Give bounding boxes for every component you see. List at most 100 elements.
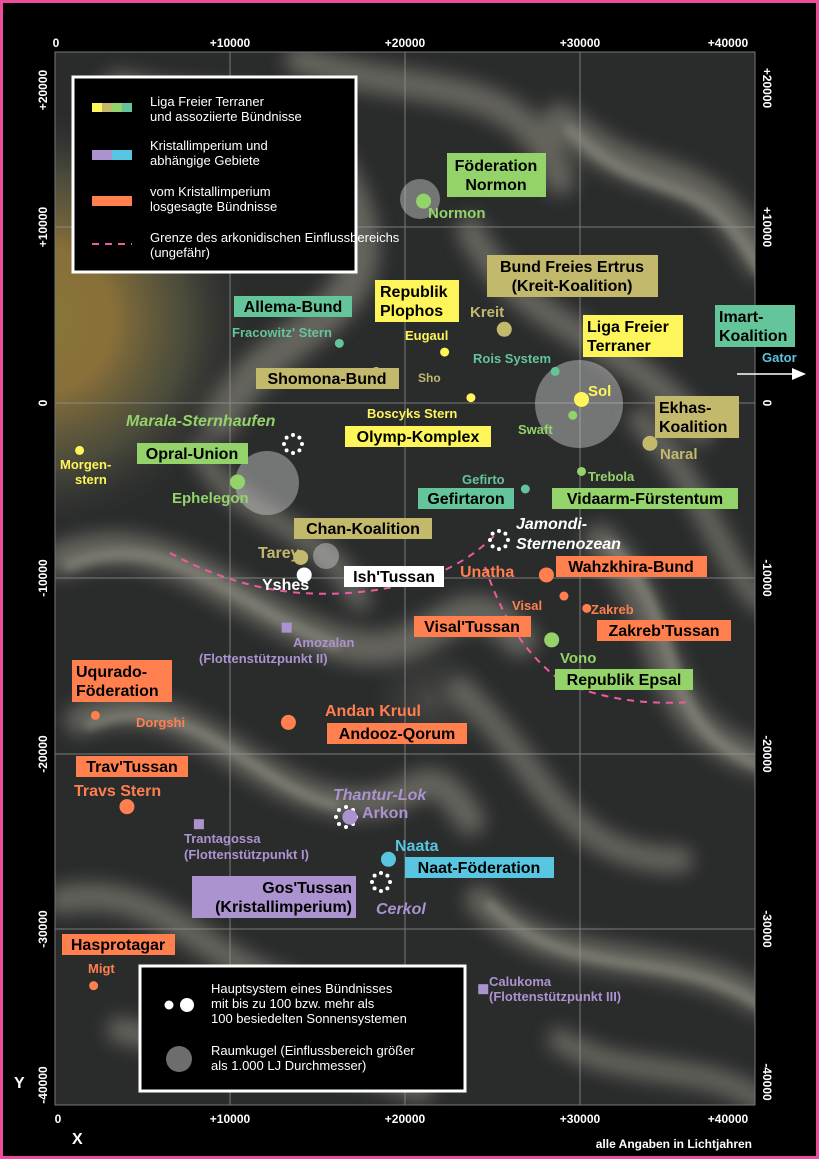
system-marker-yshes bbox=[296, 567, 312, 583]
y-tick-left: -30000 bbox=[36, 910, 50, 948]
x-tick-top: +20000 bbox=[385, 36, 426, 50]
label-migt: Migt bbox=[88, 961, 115, 976]
label-calukoma-1: Calukoma bbox=[489, 974, 552, 989]
label-andan: Andan Kruul bbox=[325, 703, 421, 720]
cluster-marala bbox=[282, 433, 304, 455]
system-marker-normon bbox=[416, 193, 432, 209]
label-kreit: Kreit bbox=[470, 304, 504, 321]
svg-text:Visal'Tussan: Visal'Tussan bbox=[424, 619, 520, 636]
legend-large-dot bbox=[180, 998, 194, 1012]
system-marker-gefirto bbox=[520, 484, 530, 494]
box-bund-freies-ertrus: Bund Freies Ertrus (Kreit-Koalition) bbox=[487, 255, 658, 297]
system-marker-kreit bbox=[496, 321, 512, 337]
box-uqurado-foederation: Uqurado- Föderation bbox=[72, 660, 172, 702]
system-labels: Normon Kreit Fracowitz' Stern Eugaul Roi… bbox=[60, 205, 797, 1004]
cluster-cerkol bbox=[370, 871, 392, 893]
label-tarey: Tarey bbox=[258, 545, 300, 562]
svg-text:Föderation: Föderation bbox=[455, 158, 538, 175]
system-marker-arkon bbox=[342, 809, 358, 825]
system-marker-morgenstern bbox=[75, 445, 85, 455]
label-swaft: Swaft bbox=[518, 422, 553, 437]
x-axis-label: X bbox=[72, 1131, 83, 1148]
units-note: alle Angaben in Lichtjahren bbox=[596, 1137, 752, 1151]
x-tick-bottom: +10000 bbox=[210, 1112, 251, 1126]
box-hasprotagar: Hasprotagar bbox=[62, 934, 175, 955]
label-cerkol: Cerkol bbox=[376, 901, 426, 918]
legend-symbols: Hauptsystem eines Bündnisses mit bis zu 1… bbox=[138, 964, 467, 1093]
y-tick-left: +20000 bbox=[36, 69, 50, 110]
cluster-jamondi bbox=[488, 529, 510, 551]
label-amozalan-1: Amozalan bbox=[293, 635, 354, 650]
svg-text:Vidaarm-Fürstentum: Vidaarm-Fürstentum bbox=[567, 491, 723, 508]
system-marker-boscyks-stern bbox=[466, 393, 476, 403]
label-thantur: Thantur-Lok bbox=[333, 787, 427, 804]
system-marker-swaft bbox=[568, 410, 578, 420]
legend-liga-swatch bbox=[92, 103, 132, 112]
label-gator: Gator bbox=[762, 350, 797, 365]
label-eugaul: Eugaul bbox=[405, 328, 448, 343]
svg-text:Olymp-Komplex: Olymp-Komplex bbox=[357, 429, 480, 446]
label-travs: Travs Stern bbox=[74, 783, 161, 800]
y-tick-left: -40000 bbox=[36, 1066, 50, 1104]
svg-text:Ekhas-: Ekhas- bbox=[659, 400, 711, 417]
x-tick-top: +40000 bbox=[708, 36, 749, 50]
sphere-tarey bbox=[313, 543, 339, 569]
system-marker-andan-kruul bbox=[280, 714, 296, 730]
box-imart-koalition: Imart- Koalition bbox=[715, 305, 795, 347]
svg-text:Gefirtaron: Gefirtaron bbox=[427, 491, 504, 508]
label-sho: Sho bbox=[418, 371, 441, 385]
svg-text:Normon: Normon bbox=[465, 177, 526, 194]
y-tick-right: -40000 bbox=[760, 1063, 774, 1101]
svg-text:Trav'Tussan: Trav'Tussan bbox=[86, 759, 178, 776]
box-opral-union: Opral-Union bbox=[137, 443, 248, 464]
svg-text:Uqurado-: Uqurado- bbox=[76, 664, 147, 681]
svg-text:Koalition: Koalition bbox=[659, 419, 727, 436]
svg-text:(Kristallimperium): (Kristallimperium) bbox=[215, 899, 352, 916]
svg-text:Allema-Bund: Allema-Bund bbox=[244, 299, 343, 316]
legend-haupt-text: Hauptsystem eines Bündnisses mit bis zu 1… bbox=[211, 981, 407, 1026]
box-vidaarm-fuerstentum: Vidaarm-Fürstentum bbox=[552, 488, 738, 509]
legend-losgesagt-text: vom Kristallimperium losgesagte Bündnisse bbox=[150, 184, 277, 214]
label-dorgshi: Dorgshi bbox=[136, 715, 185, 730]
label-unatha: Unatha bbox=[460, 564, 514, 581]
svg-text:Andooz-Qorum: Andooz-Qorum bbox=[339, 726, 455, 743]
legend-raum-text: Raumkugel (Einflussbereich größer als 1.0… bbox=[211, 1043, 415, 1073]
svg-text:Naat-Föderation: Naat-Föderation bbox=[418, 860, 541, 877]
label-trantagossa-1: Trantagossa bbox=[184, 831, 261, 846]
x-tick-top: 0 bbox=[53, 36, 60, 50]
svg-text:Republik Epsal: Republik Epsal bbox=[567, 672, 682, 689]
label-normon: Normon bbox=[428, 205, 486, 222]
x-tick-top: +30000 bbox=[560, 36, 601, 50]
label-vono: Vono bbox=[560, 650, 596, 667]
system-marker-dorgshi bbox=[90, 710, 100, 720]
legend-kristall-text: Kristallimperium und abhängige Gebiete bbox=[150, 138, 268, 168]
system-marker-eugaul bbox=[440, 347, 450, 357]
box-shomona-bund: Shomona-Bund bbox=[256, 368, 399, 389]
y-tick-left: -10000 bbox=[36, 559, 50, 597]
legend-losgesagt-swatch bbox=[92, 196, 132, 206]
label-morgenstern-2: stern bbox=[75, 472, 107, 487]
svg-text:Hasprotagar: Hasprotagar bbox=[71, 937, 165, 954]
label-arkon: Arkon bbox=[362, 805, 408, 822]
system-marker-amozalan bbox=[281, 622, 292, 633]
box-gefirtaron: Gefirtaron bbox=[418, 488, 514, 509]
label-jamondi-1: Jamondi- bbox=[516, 516, 587, 533]
svg-text:Bund Freies Ertrus: Bund Freies Ertrus bbox=[500, 259, 644, 276]
label-rois: Rois System bbox=[473, 351, 551, 366]
box-allema-bund: Allema-Bund bbox=[234, 296, 352, 317]
box-foederation-normon: Föderation Normon bbox=[447, 153, 546, 197]
svg-text:Liga Freier: Liga Freier bbox=[587, 319, 669, 336]
box-wahzkhira-bund: Wahzkhira-Bund bbox=[556, 556, 707, 577]
x-tick-bottom: +20000 bbox=[385, 1112, 426, 1126]
y-tick-right: +20000 bbox=[760, 68, 774, 109]
svg-text:Republik: Republik bbox=[380, 284, 448, 301]
label-fracowitz: Fracowitz' Stern bbox=[232, 325, 332, 340]
box-gos-tussan: Gos'Tussan (Kristallimperium) bbox=[192, 876, 356, 918]
label-naral: Naral bbox=[660, 446, 698, 463]
system-marker-calukoma bbox=[478, 984, 489, 995]
box-zakreb-tussan: Zakreb'Tussan bbox=[597, 620, 731, 641]
axis-ticks: 0 +10000 +20000 +30000 +40000 0 +10000 +… bbox=[36, 36, 774, 1126]
label-boscyks: Boscyks Stern bbox=[367, 406, 457, 421]
label-calukoma-2: (Flottenstützpunkt III) bbox=[489, 989, 621, 1004]
box-naat-foederation: Naat-Föderation bbox=[405, 857, 554, 878]
